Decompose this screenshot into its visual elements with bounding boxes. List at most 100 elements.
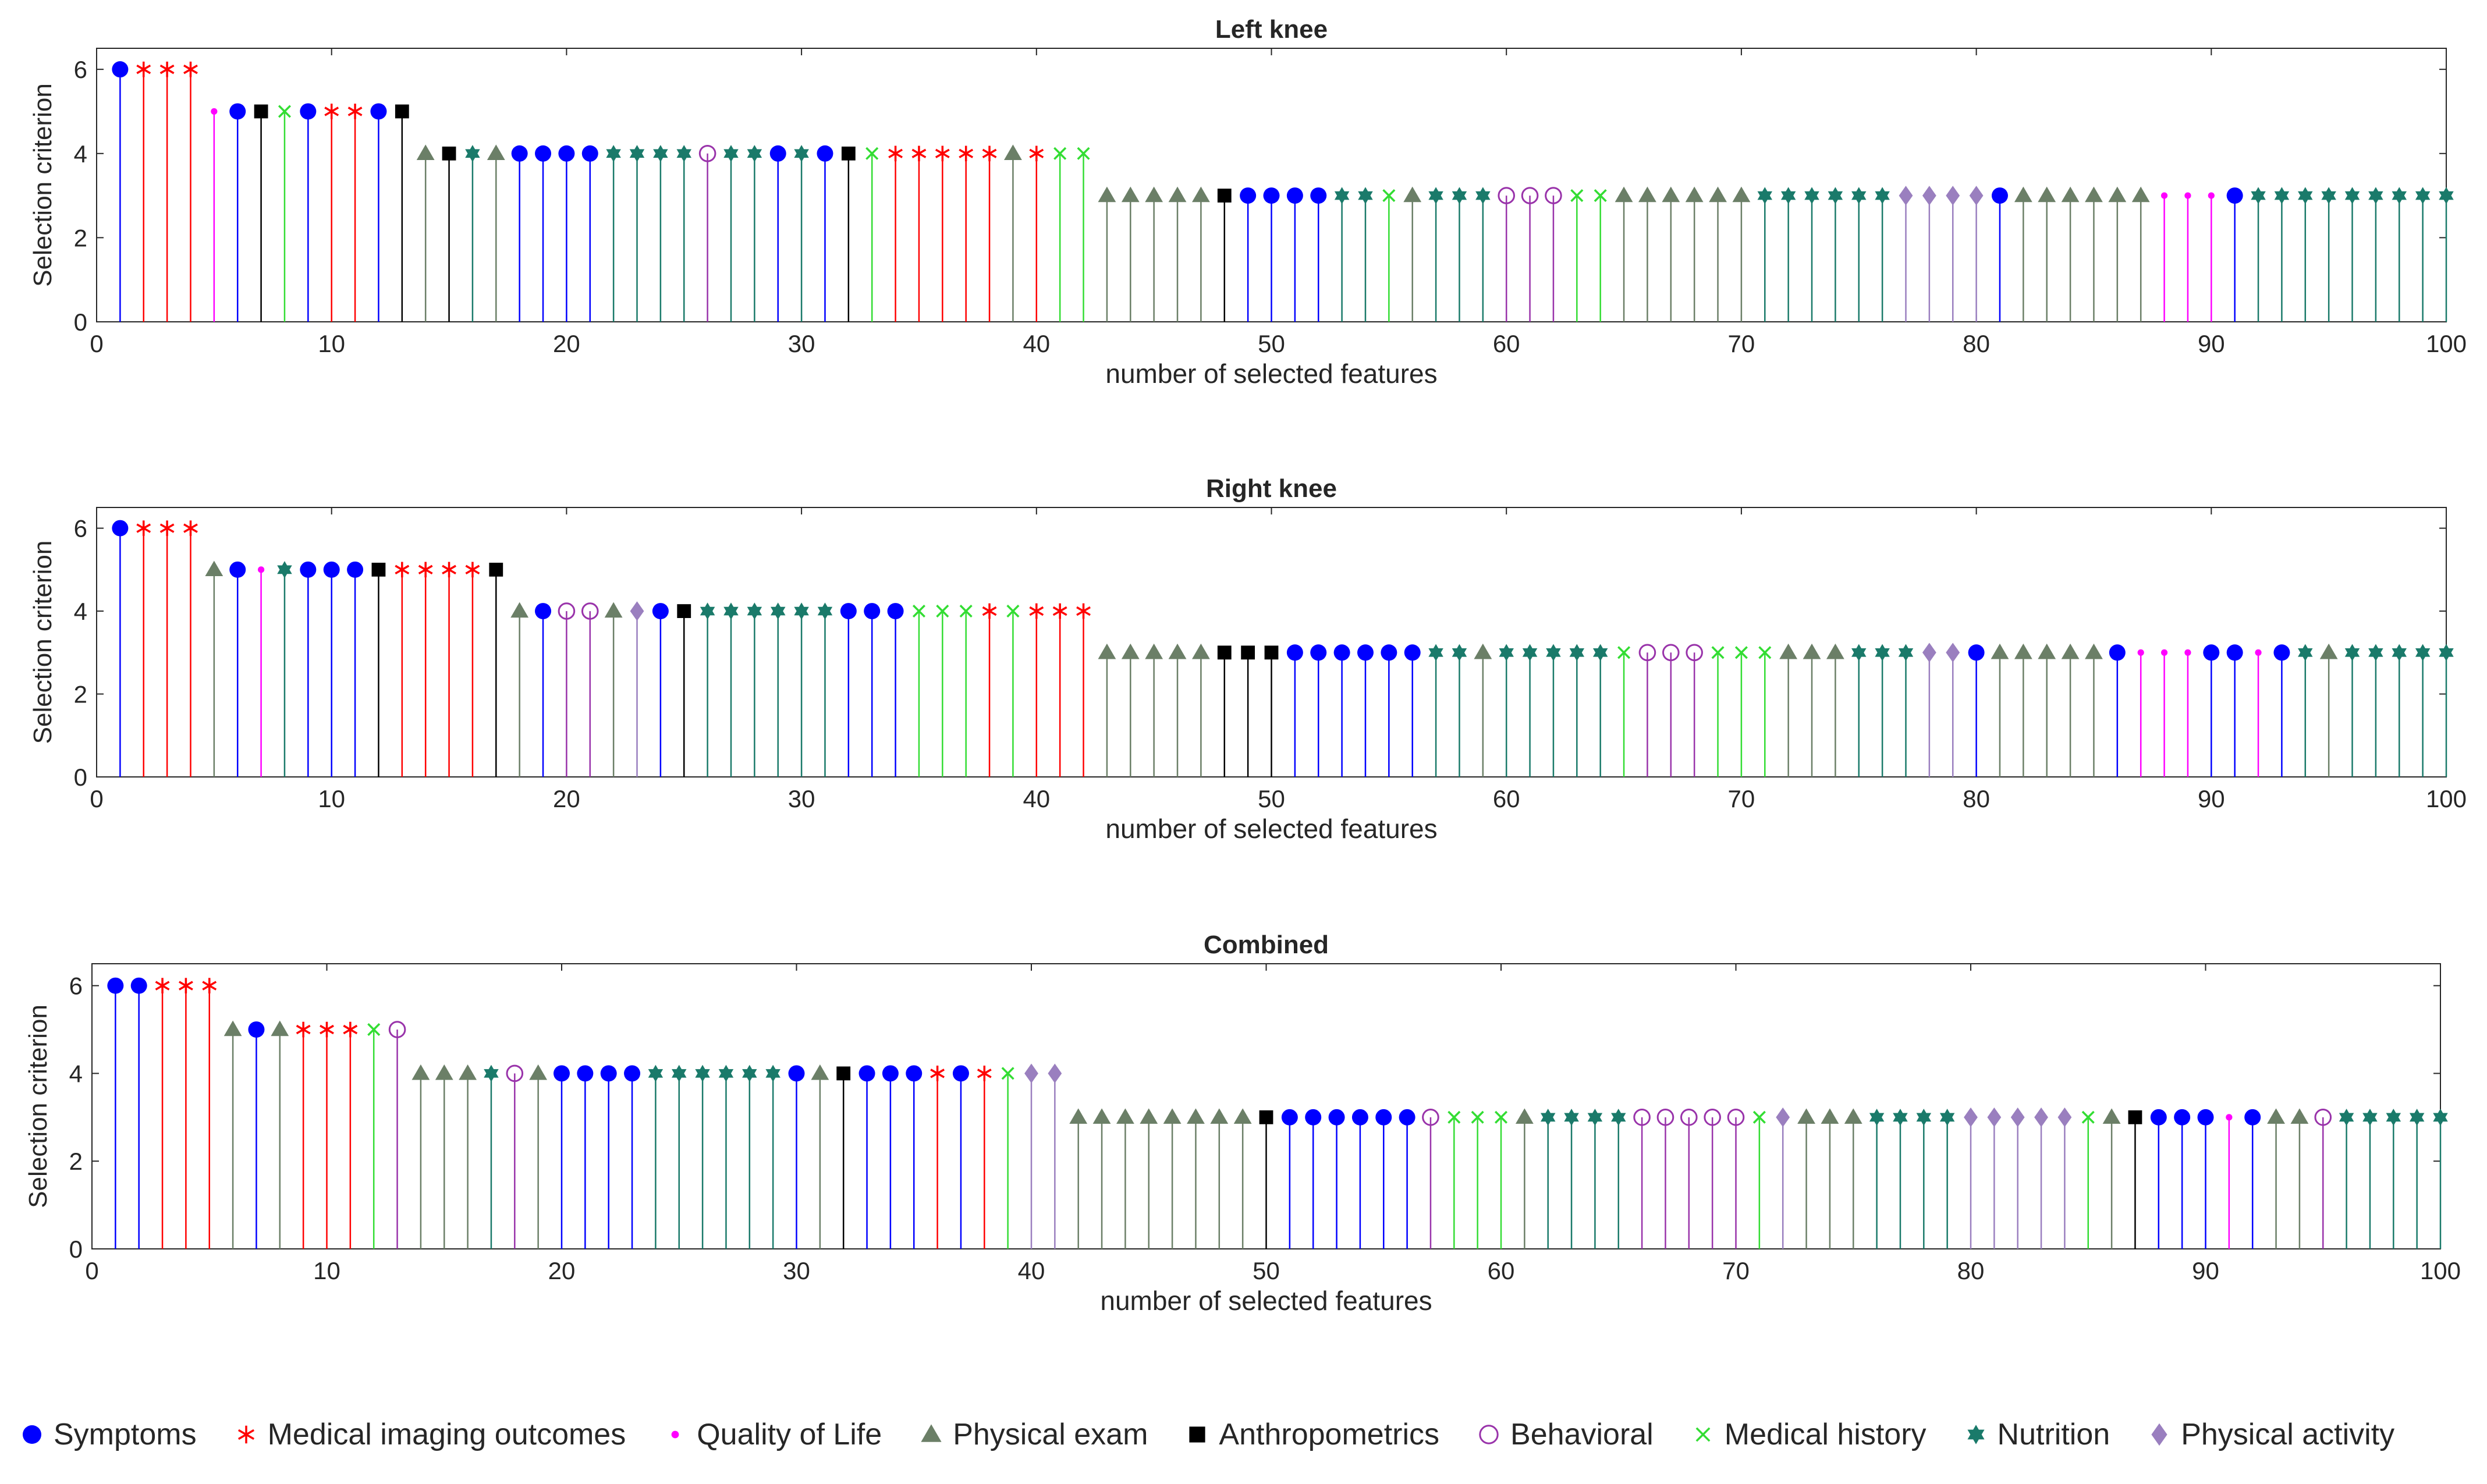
stem-marker (1422, 1109, 1439, 1126)
stem-point (205, 560, 223, 777)
stem-marker (817, 602, 833, 620)
stem-marker (1991, 643, 2009, 659)
stem-marker (112, 520, 129, 537)
stem-marker (2128, 1110, 2142, 1124)
stem-marker (882, 1065, 899, 1082)
stem-point (211, 108, 218, 322)
stem-marker (887, 603, 904, 620)
stem-point (2255, 649, 2262, 777)
stem-point (1076, 603, 1091, 777)
stem-point (788, 1065, 805, 1249)
stem-point (1685, 186, 1704, 322)
stem-marker (159, 520, 175, 536)
stem-point (1594, 189, 1607, 322)
stem-point (130, 977, 147, 1249)
stem-marker (136, 520, 151, 536)
stem-point (442, 146, 456, 322)
stem-point (1797, 1108, 1815, 1249)
legend-item: Anthropometrics (1183, 1417, 1439, 1452)
stem-marker (2184, 192, 2191, 199)
stem-marker (323, 561, 340, 578)
stem-point (459, 1064, 477, 1249)
stem-point (1869, 1109, 1885, 1249)
stem-marker (864, 603, 881, 620)
stem-point (487, 144, 505, 322)
stem-marker (1898, 644, 1914, 662)
stem-point (324, 104, 339, 322)
stem-marker (435, 1064, 453, 1080)
stem-marker (1946, 186, 1960, 205)
stem-point (2184, 649, 2191, 777)
stem-marker (1797, 1108, 1815, 1124)
stem-marker (912, 605, 925, 618)
stem-point (2344, 187, 2360, 322)
stem-point (2392, 644, 2407, 777)
stem-point (952, 1065, 969, 1249)
stem-point (742, 1064, 757, 1249)
stem-point (1001, 1067, 1014, 1249)
stem-marker (1828, 187, 1843, 204)
legend-label: Behavioral (1510, 1418, 1654, 1451)
stem-point (1357, 644, 1374, 777)
stem-marker (1685, 186, 1704, 203)
stem-point (817, 602, 833, 777)
stem-point (1286, 187, 1303, 322)
stem-marker (769, 145, 786, 162)
stem-marker (1286, 644, 1303, 661)
stem-marker (248, 1021, 265, 1038)
stem-marker (1448, 1110, 1461, 1124)
stem-marker (1498, 187, 1515, 204)
stem-point (136, 520, 151, 777)
stem-point (558, 145, 575, 322)
stem-point (1092, 1108, 1111, 1249)
stem-point (1098, 186, 1116, 322)
stem-point (604, 602, 623, 777)
stem-marker (1264, 645, 1279, 660)
stem-marker (672, 1064, 687, 1082)
stem-point (1145, 643, 1163, 777)
stem-point (1140, 1108, 1158, 1249)
stem-marker (676, 145, 691, 162)
stem-point (624, 1065, 641, 1249)
stem-marker (698, 144, 716, 162)
stem-point (2439, 644, 2454, 777)
stem-point (2131, 186, 2150, 322)
stem-marker (2290, 1108, 2309, 1124)
x-tick-label: 70 (1728, 785, 1755, 812)
stem-marker (788, 1065, 805, 1082)
stem-point (2244, 1109, 2261, 1249)
stem-point (676, 145, 691, 322)
stem-point (2273, 644, 2290, 777)
stem-marker (2415, 644, 2431, 662)
stem-point (1399, 1109, 1415, 1249)
stem-marker (1727, 1109, 1745, 1126)
legend-marker (921, 1424, 942, 1442)
stem-point (794, 145, 809, 322)
stem-marker (257, 566, 265, 573)
stem-point (1163, 1108, 1182, 1249)
stem-marker (935, 145, 950, 162)
stem-point (1875, 644, 1890, 777)
stem-point (1875, 187, 1890, 322)
legend-marker (671, 1430, 679, 1439)
stem-point (1638, 186, 1656, 322)
x-tick-label: 50 (1258, 330, 1285, 357)
stem-point (2038, 643, 2056, 777)
y-axis-label: Selection criterion (24, 1004, 52, 1208)
stem-marker (1704, 1109, 1721, 1126)
stem-point (2160, 649, 2168, 777)
stem-point (1048, 1063, 1062, 1249)
stem-marker (1328, 1109, 1345, 1126)
stem-point (1452, 644, 1467, 777)
stem-point (511, 145, 528, 322)
stem-marker (977, 1066, 992, 1081)
stem-point (418, 562, 433, 777)
stem-marker (1121, 186, 1140, 203)
legend-label: Physical exam (953, 1418, 1148, 1451)
stem-point (442, 562, 456, 777)
stem-point (1968, 644, 1985, 777)
stem-point (2314, 1109, 2332, 1249)
stem-marker (1570, 189, 1584, 203)
stem-point (1233, 1108, 1252, 1249)
stem-point (1121, 186, 1140, 322)
